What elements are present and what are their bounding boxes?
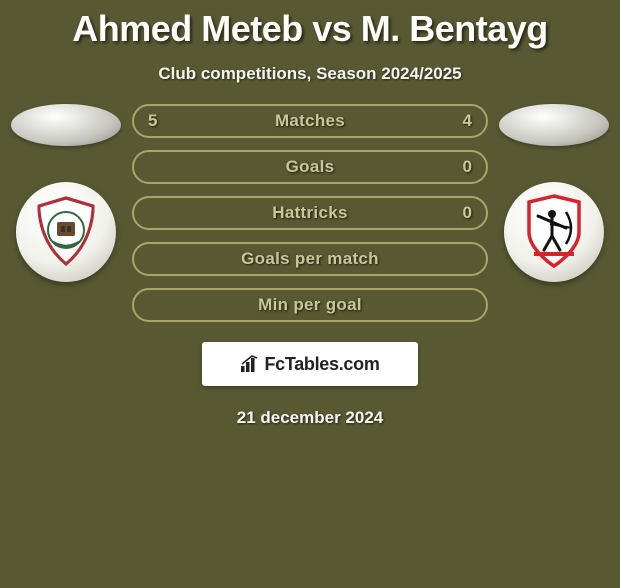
stat-label: Matches (275, 111, 345, 131)
comparison-body: 5 Matches 4 Goals 0 Hattricks 0 Goals pe… (0, 104, 620, 322)
player-left-column (6, 104, 126, 282)
stats-column: 5 Matches 4 Goals 0 Hattricks 0 Goals pe… (126, 104, 494, 322)
stat-label: Goals (286, 157, 335, 177)
player-right-avatar (499, 104, 609, 146)
stat-label: Min per goal (258, 295, 362, 315)
stat-label: Hattricks (272, 203, 347, 223)
stat-right-value: 4 (463, 111, 472, 131)
page-title: Ahmed Meteb vs M. Bentayg (0, 8, 620, 50)
player-right-column (494, 104, 614, 282)
stat-left-value: 5 (148, 111, 157, 131)
subtitle: Club competitions, Season 2024/2025 (0, 64, 620, 84)
stat-row: Goals per match (132, 242, 488, 276)
snapshot-date: 21 december 2024 (0, 408, 620, 428)
stat-row: Goals 0 (132, 150, 488, 184)
club-left-shield-icon (33, 196, 99, 268)
bar-chart-icon (240, 355, 260, 373)
source-logo: FcTables.com (202, 342, 418, 386)
stat-right-value: 0 (463, 157, 472, 177)
club-right-shield-icon (524, 194, 584, 270)
logo-text: FcTables.com (264, 354, 379, 375)
stat-row: Hattricks 0 (132, 196, 488, 230)
stat-row: Min per goal (132, 288, 488, 322)
player-right-club-badge (504, 182, 604, 282)
player-left-club-badge (16, 182, 116, 282)
player-left-avatar (11, 104, 121, 146)
stat-row: 5 Matches 4 (132, 104, 488, 138)
stat-right-value: 0 (463, 203, 472, 223)
stat-label: Goals per match (241, 249, 379, 269)
